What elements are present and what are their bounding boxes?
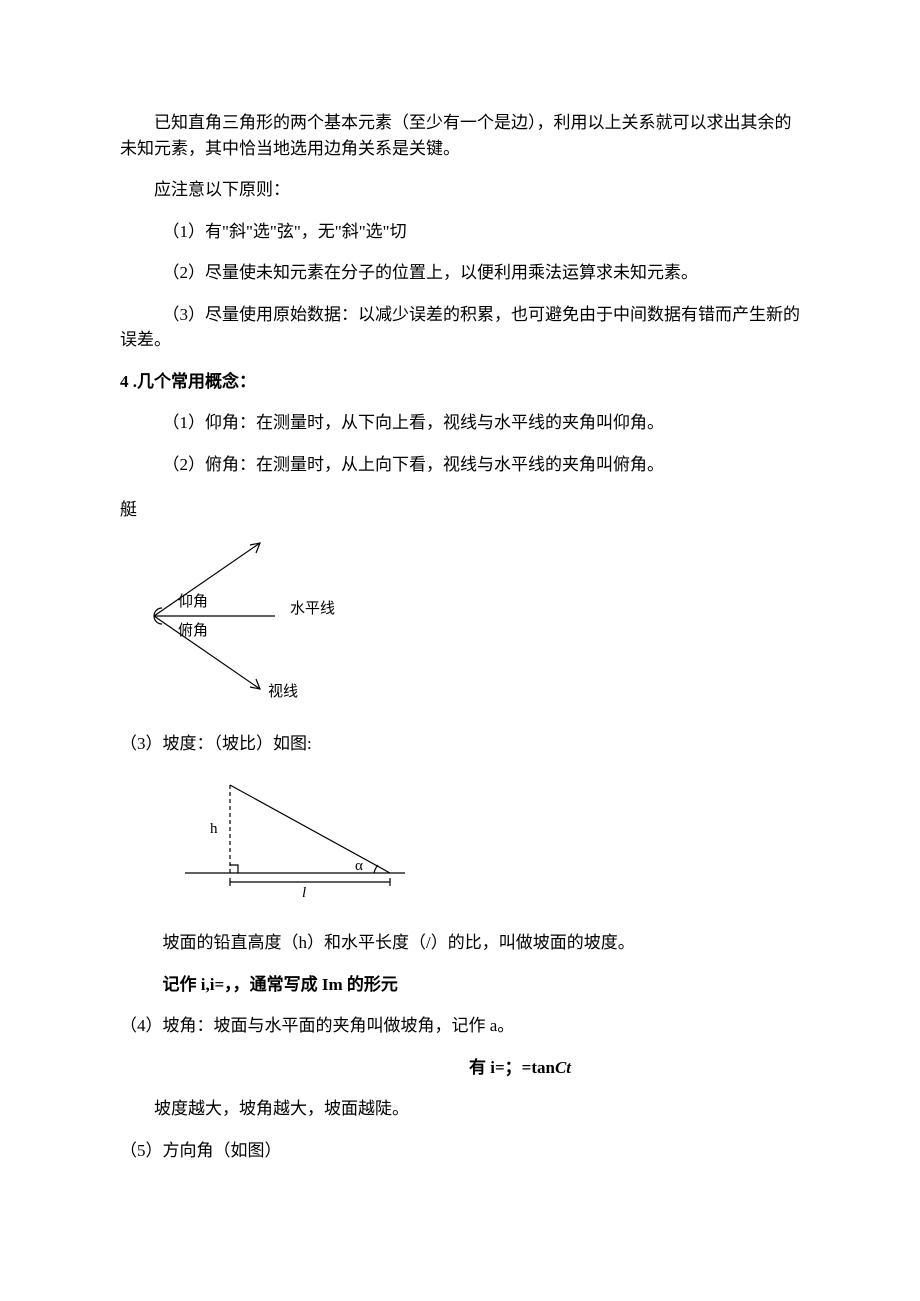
section-4b: （4）坡角：坡面与水平面的夹角叫做坡角，记作 a。 — [120, 1013, 800, 1039]
formula-prefix: 有 i=；=tan — [469, 1058, 555, 1077]
dia1-label-sight: 视线 — [268, 683, 298, 700]
section-5: （5）方向角（如图） — [120, 1138, 800, 1164]
label-ting: 艇 — [120, 497, 800, 523]
section-4-item-1: （1）仰角：在测量时，从下向上看，视线与水平线的夹角叫仰角。 — [120, 410, 800, 436]
dia1-label-down: 俯角 — [178, 622, 208, 639]
dia1-label-horizontal: 水平线 — [290, 600, 335, 617]
dia2-label-alpha: α — [355, 858, 363, 874]
slope-notation: 记作 i,i=，，通常写成 Im 的形元 — [120, 972, 800, 998]
dia1-label-up: 仰角 — [178, 593, 208, 610]
angle-diagram: 仰角 俯角 水平线 视线 — [140, 531, 800, 714]
formula-var: Ct — [555, 1058, 571, 1077]
section-3-heading: （3）坡度：（坡比）如图: — [120, 731, 800, 757]
note-item-1: （1）有"斜"选"弦"，无"斜"选"切 — [120, 219, 800, 245]
dia2-label-l: l — [302, 885, 306, 901]
formula-line: 有 i=；=tanCt — [120, 1055, 800, 1081]
note-item-3: （3）尽量使用原始数据：以减少误差的积累，也可避免由于中间数据有错而产生新的误差… — [120, 302, 800, 353]
intro-paragraph: 已知直角三角形的两个基本元素（至少有一个是边），利用以上关系就可以求出其余的未知… — [120, 110, 800, 161]
section-4-heading: 4 .几个常用概念： — [120, 369, 800, 395]
note-heading: 应注意以下原则： — [120, 177, 800, 203]
slope-definition: 坡面的铅直高度（h）和水平长度（/）的比，叫做坡面的坡度。 — [120, 930, 800, 956]
steeper-line: 坡度越大，坡角越大，坡面越陡。 — [120, 1096, 800, 1122]
section-4-item-2: （2）俯角：在测量时，从上向下看，视线与水平线的夹角叫俯角。 — [120, 452, 800, 478]
slope-diagram: h l α — [180, 773, 800, 911]
note-item-2: （2）尽量使未知元素在分子的位置上，以便利用乘法运算求未知元素。 — [120, 260, 800, 286]
dia2-label-h: h — [210, 821, 218, 837]
